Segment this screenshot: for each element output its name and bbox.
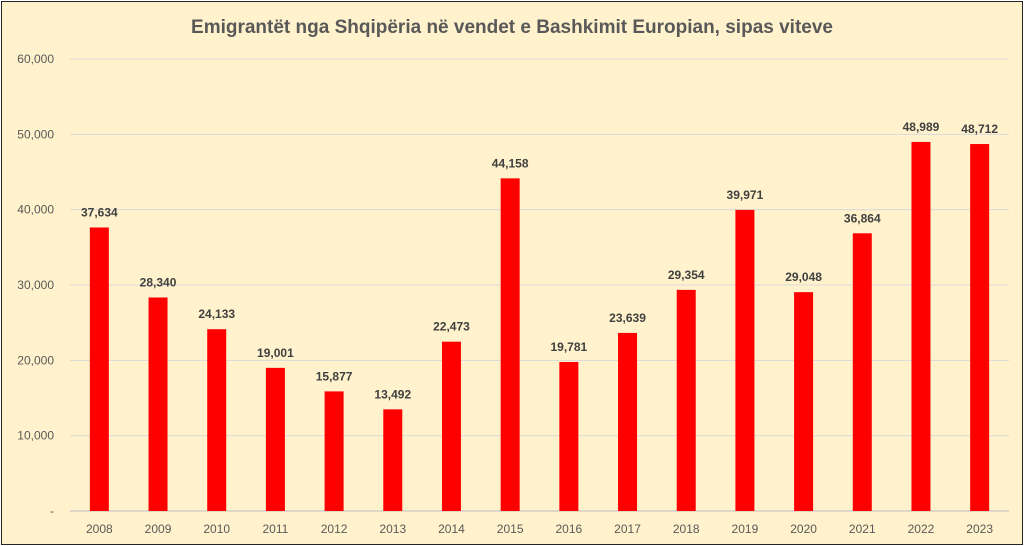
- x-tick-label: 2009: [145, 522, 172, 536]
- bars: [89, 141, 990, 512]
- bar: [148, 297, 168, 511]
- data-label: 19,001: [257, 346, 294, 360]
- y-tick-label: 30,000: [17, 278, 54, 292]
- x-axis: 2008 2009 2010 2011 2012 2013 2014 2015 2016 2017…: [86, 522, 993, 536]
- data-label: 28,340: [140, 276, 177, 290]
- x-tick-label: 2020: [790, 522, 817, 536]
- data-label: 44,158: [492, 156, 529, 170]
- x-tick-label: 2012: [321, 522, 348, 536]
- chart-title: Emigrantët nga Shqipëria në vendet e Bas…: [191, 17, 833, 38]
- data-label: 13,492: [374, 387, 411, 401]
- bar: [911, 141, 931, 512]
- bar: [207, 329, 227, 511]
- y-tick-label: 40,000: [17, 203, 54, 217]
- gridlines: [70, 58, 1009, 512]
- bar: [970, 144, 990, 512]
- bar: [383, 409, 403, 511]
- bar: [559, 361, 579, 511]
- bar: [441, 341, 461, 511]
- bar: [265, 367, 285, 511]
- data-label: 23,639: [609, 311, 646, 325]
- data-label: 29,354: [668, 268, 705, 282]
- data-label: 37,634: [81, 205, 118, 219]
- data-label: 36,864: [844, 211, 881, 225]
- x-tick-label: 2008: [86, 522, 113, 536]
- x-tick-label: 2021: [849, 522, 876, 536]
- data-label: 19,781: [550, 340, 587, 354]
- y-tick-label: 60,000: [17, 52, 54, 66]
- y-tick-label: 20,000: [17, 353, 54, 367]
- bar: [89, 227, 109, 511]
- bar: [852, 233, 872, 511]
- data-label: 24,133: [198, 307, 235, 321]
- x-tick-label: 2011: [263, 522, 289, 536]
- bar: [676, 289, 696, 511]
- x-tick-label: 2015: [497, 522, 524, 536]
- x-tick-label: 2010: [203, 522, 230, 536]
- data-label: 39,971: [727, 188, 764, 202]
- data-label: 29,048: [785, 270, 822, 284]
- bar: [618, 332, 638, 511]
- data-label: 22,473: [433, 320, 470, 334]
- x-tick-label: 2019: [732, 522, 759, 536]
- data-label: 48,989: [903, 120, 940, 134]
- data-label: 15,877: [316, 369, 353, 383]
- data-label: 48,712: [961, 122, 998, 136]
- x-tick-label: 2018: [673, 522, 700, 536]
- x-tick-label: 2017: [614, 522, 641, 536]
- x-tick-label: 2023: [966, 522, 993, 536]
- x-tick-label: 2022: [908, 522, 935, 536]
- y-tick-label: 10,000: [17, 429, 54, 443]
- y-tick-label: 50,000: [17, 127, 54, 141]
- data-labels: 37,634 28,340 24,133 19,001 15,877 13,492 22,4…: [81, 120, 998, 401]
- bar: [794, 292, 814, 511]
- bar: [500, 178, 520, 511]
- x-tick-label: 2014: [438, 522, 465, 536]
- bar: [735, 209, 755, 511]
- bar: [324, 391, 344, 511]
- x-tick-label: 2013: [379, 522, 406, 536]
- y-axis: - 10,000 20,000 30,000 40,000 50,000 60,000: [17, 52, 54, 518]
- x-tick-label: 2016: [555, 522, 582, 536]
- y-tick-label: -: [50, 504, 54, 518]
